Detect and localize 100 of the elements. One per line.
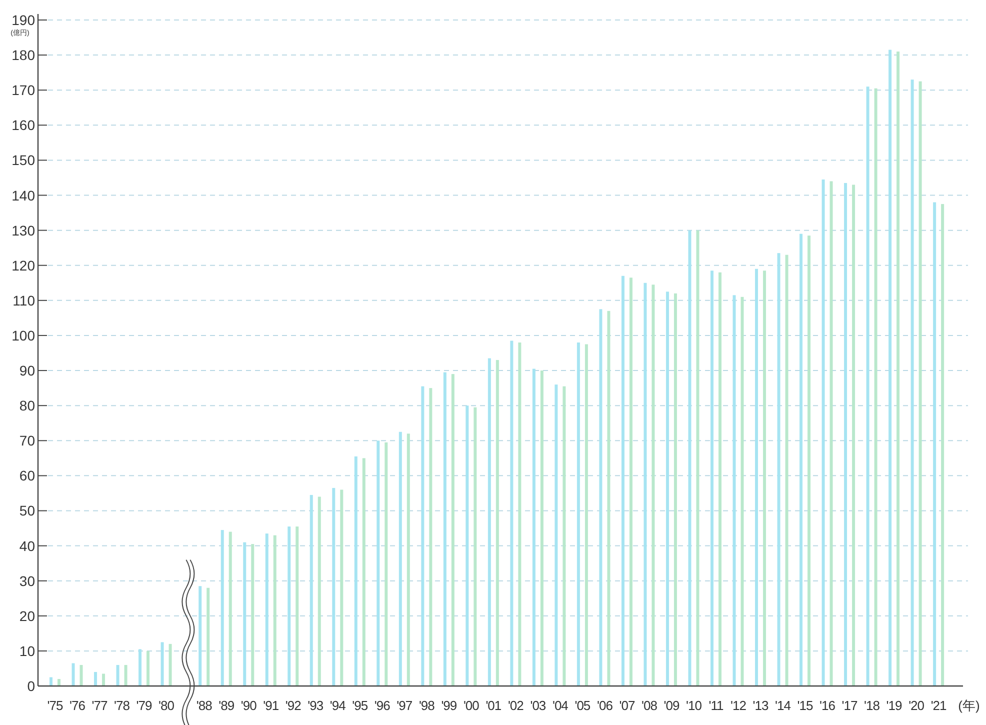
bar xyxy=(844,182,848,686)
x-axis-title: (年) xyxy=(958,698,980,713)
y-tick-label: 140 xyxy=(12,187,36,204)
bar xyxy=(451,374,454,686)
bar xyxy=(621,276,624,686)
bar xyxy=(888,50,892,686)
bar xyxy=(443,372,446,686)
y-tick-label: 50 xyxy=(19,502,36,519)
x-tick-label: '92 xyxy=(285,698,302,713)
x-tick-label: '97 xyxy=(396,698,412,713)
x-tick-label: '76 xyxy=(70,698,86,713)
x-tick-label: '12 xyxy=(730,698,746,713)
bar xyxy=(562,386,566,686)
x-tick-label: '05 xyxy=(574,698,590,713)
bar xyxy=(518,342,522,686)
x-tick-label: '14 xyxy=(775,698,791,713)
bar xyxy=(763,270,766,686)
y-tick-label: 170 xyxy=(12,82,36,98)
bar xyxy=(652,284,655,686)
x-tick-label: '80 xyxy=(158,698,174,713)
x-tick-label: '11 xyxy=(708,698,724,713)
x-tick-label: '99 xyxy=(441,698,457,713)
bar xyxy=(340,490,344,686)
bar xyxy=(740,296,744,686)
bar xyxy=(576,342,580,686)
x-tick-label: '17 xyxy=(842,698,858,713)
bar xyxy=(644,282,647,686)
x-tick-label: '95 xyxy=(352,698,368,713)
x-tick-label: '13 xyxy=(752,698,768,713)
x-tick-label: '01 xyxy=(486,698,502,713)
y-tick-label: 80 xyxy=(19,398,36,414)
x-tick-label: '93 xyxy=(308,698,324,713)
x-tick-label: '06 xyxy=(596,698,613,713)
bar xyxy=(933,202,936,686)
bar xyxy=(808,236,811,686)
y-tick-label: 90 xyxy=(19,362,36,379)
x-tick-label: '21 xyxy=(930,698,947,713)
bar xyxy=(332,488,336,686)
x-tick-label: '90 xyxy=(240,698,257,713)
bar xyxy=(710,270,714,686)
bar xyxy=(852,184,856,686)
bar xyxy=(800,234,803,686)
y-tick-label: 180 xyxy=(12,47,36,64)
bar xyxy=(510,340,514,686)
x-tick-label: '89 xyxy=(218,698,234,713)
x-tick-label: '94 xyxy=(330,698,346,713)
y-tick-label: 40 xyxy=(19,538,36,554)
y-tick-label: 150 xyxy=(12,152,36,168)
bar xyxy=(466,406,469,686)
bar xyxy=(910,80,914,686)
x-tick-label: '16 xyxy=(820,698,836,713)
bar xyxy=(584,344,588,686)
bar xyxy=(296,526,299,686)
bar xyxy=(198,586,202,686)
x-tick-label: '07 xyxy=(619,698,635,713)
bar xyxy=(732,295,736,686)
x-tick-label: '18 xyxy=(864,698,880,713)
bar xyxy=(220,530,224,686)
bar xyxy=(421,386,424,686)
bar xyxy=(288,526,291,686)
bar xyxy=(488,358,491,686)
bar xyxy=(874,88,878,686)
bar xyxy=(822,179,825,686)
bar xyxy=(474,407,477,686)
x-tick-label: '00 xyxy=(463,698,480,713)
bar xyxy=(496,360,499,686)
y-tick-label: 160 xyxy=(12,117,36,134)
x-tick-label: '20 xyxy=(908,698,924,713)
bar xyxy=(688,230,692,686)
bar xyxy=(354,456,358,686)
x-tick-label: '75 xyxy=(47,698,63,713)
bar xyxy=(599,309,602,686)
bar xyxy=(755,268,758,686)
bar xyxy=(398,432,402,686)
y-tick-label: 190 xyxy=(12,12,36,28)
bar xyxy=(228,532,232,686)
y-tick-label: 70 xyxy=(19,432,36,449)
bar xyxy=(785,254,788,686)
bar xyxy=(941,204,944,686)
bar xyxy=(376,440,380,686)
bar xyxy=(265,534,268,686)
x-tick-label: '77 xyxy=(92,698,108,713)
bar xyxy=(532,368,536,686)
x-tick-label: '15 xyxy=(797,698,813,713)
bar xyxy=(696,230,700,686)
y-tick-label: 30 xyxy=(19,572,36,589)
bar xyxy=(318,496,321,686)
x-tick-label: '78 xyxy=(114,698,130,713)
x-tick-label: '88 xyxy=(196,698,212,713)
y-tick-label: 110 xyxy=(12,292,36,308)
bar xyxy=(251,544,254,686)
bar xyxy=(554,384,558,686)
bar xyxy=(362,458,366,686)
bar xyxy=(429,388,432,686)
bar xyxy=(310,494,313,686)
x-tick-label: '91 xyxy=(263,698,279,713)
bar xyxy=(718,272,722,686)
bar xyxy=(629,278,632,686)
y-tick-label: 100 xyxy=(12,327,36,344)
bar xyxy=(384,442,388,686)
